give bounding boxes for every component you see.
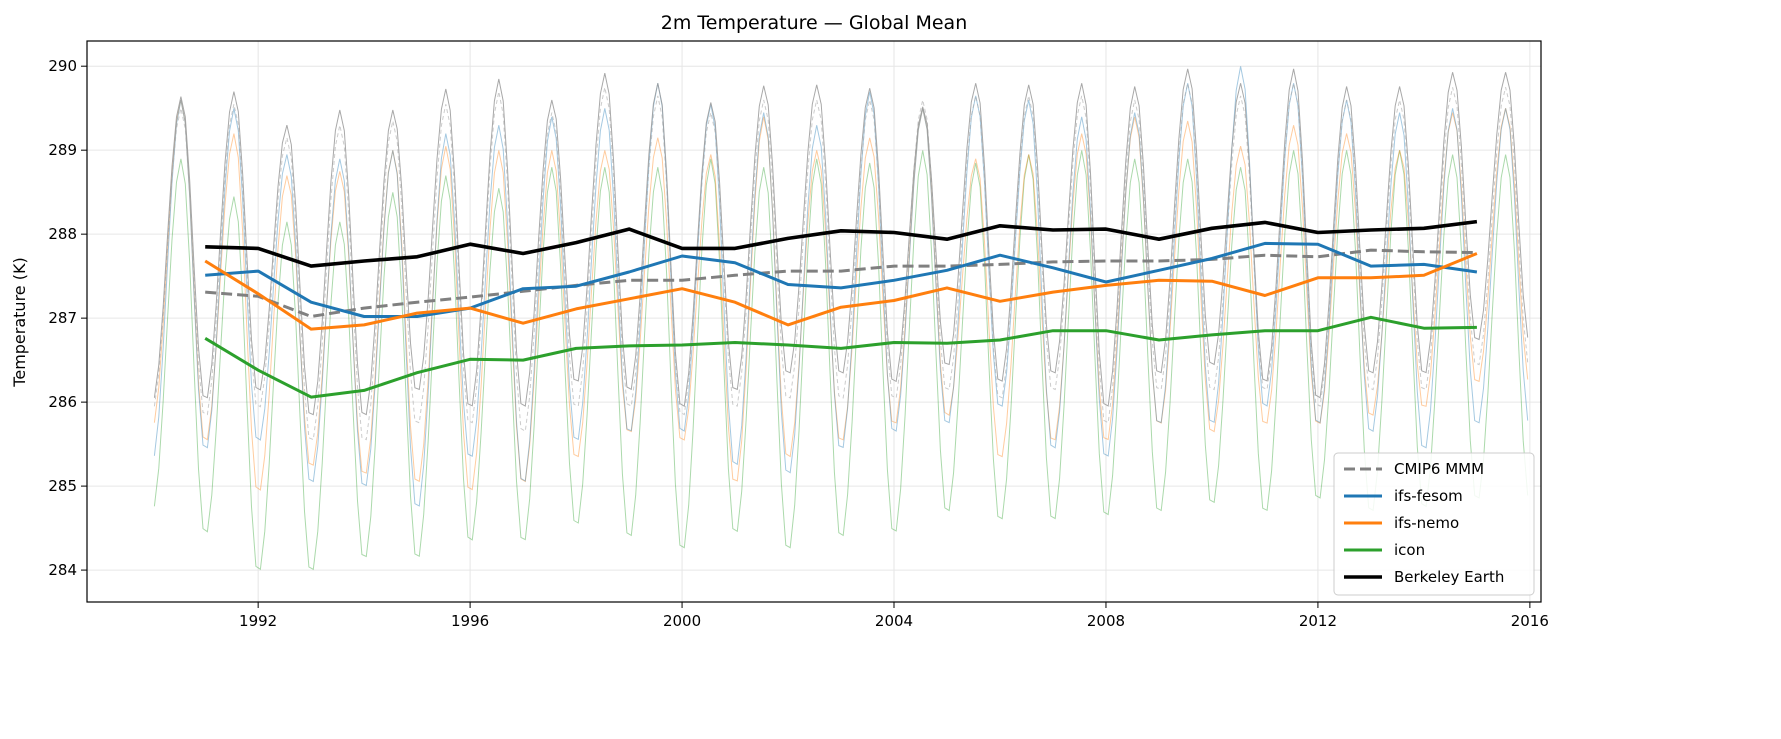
legend-label: CMIP6 MMM — [1394, 460, 1484, 478]
legend-box — [1333, 452, 1535, 596]
annual-line-cmip6-mmm — [205, 248, 1477, 318]
x-tick-label: 2004 — [875, 612, 913, 630]
legend-label: icon — [1394, 541, 1425, 559]
y-tick-label: 288 — [48, 225, 77, 243]
annual-line-ifs-fesom — [205, 241, 1478, 318]
legend-label: ifs-nemo — [1394, 514, 1459, 532]
x-tick-label: 1996 — [451, 612, 489, 630]
legend: CMIP6 MMM ifs-fesom ifs-nemo icon Berkeley E… — [1333, 452, 1535, 596]
x-tick-label: 2016 — [1511, 612, 1549, 630]
y-tick-label: 287 — [48, 309, 77, 327]
y-tick-label: 290 — [48, 57, 77, 75]
x-tick-label: 1992 — [239, 612, 277, 630]
x-tick-label: 2000 — [663, 612, 701, 630]
monthly-line-ifs-nemo — [153, 99, 1529, 491]
monthly-line-cmip6-mmm — [153, 83, 1529, 441]
legend-label: ifs-fesom — [1394, 487, 1463, 505]
annual-line-icon — [204, 315, 1477, 399]
y-tick-label: 285 — [48, 477, 77, 495]
monthly-line-icon — [153, 150, 1529, 571]
legend-label: Berkeley Earth — [1394, 568, 1504, 586]
x-tick-label: 2008 — [1087, 612, 1125, 630]
x-tick-label: 2012 — [1299, 612, 1337, 630]
monthly-line-berkeley-earth — [153, 68, 1529, 416]
annual-line-ifs-nemo — [204, 252, 1478, 331]
y-tick-label: 289 — [48, 141, 77, 159]
plot-frame — [86, 40, 1542, 603]
chart-title: 2m Temperature — Global Mean — [661, 12, 968, 34]
y-tick-label: 286 — [48, 393, 77, 411]
y-tick-label: 284 — [48, 561, 77, 579]
y-axis-label: Temperature (K) — [10, 257, 29, 387]
annual-line-berkeley-earth — [205, 219, 1478, 268]
monthly-line-ifs-fesom — [153, 66, 1529, 507]
